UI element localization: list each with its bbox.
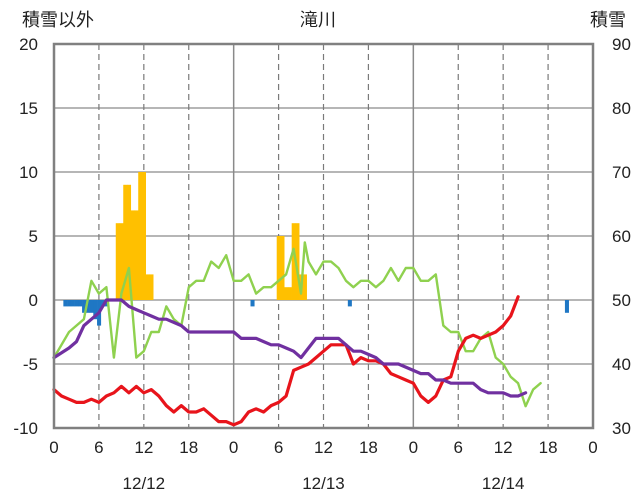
series-line: [52, 295, 520, 427]
bar: [130, 210, 135, 300]
x-hour-tick-label: 0: [229, 438, 238, 457]
bar: [85, 300, 90, 313]
bar: [74, 300, 79, 307]
bar: [82, 300, 87, 313]
x-hour-tick-label: 6: [454, 438, 463, 457]
y-right-tick-label: 90: [612, 35, 631, 54]
y-right-tick-label: 70: [612, 163, 631, 182]
x-hour-tick-label: 6: [274, 438, 283, 457]
bar: [145, 274, 150, 300]
bar: [89, 300, 94, 313]
bar: [291, 223, 296, 300]
bar: [126, 184, 132, 300]
bar: [93, 300, 98, 320]
bar: [119, 223, 124, 300]
bar: [115, 223, 120, 300]
bar: [295, 223, 300, 300]
x-hour-tick-label: 0: [49, 438, 58, 457]
series-line: [52, 298, 528, 398]
x-hour-tick-label: 18: [359, 438, 378, 457]
y-left-tick-label: 10: [19, 163, 38, 182]
x-hour-tick-label: 0: [588, 438, 597, 457]
bar: [70, 300, 75, 307]
y-right-tick-label: 60: [612, 227, 631, 246]
chart-title: 滝川: [300, 10, 336, 30]
grid: [54, 44, 593, 428]
bar: [149, 274, 154, 300]
bar: [138, 172, 143, 300]
y-left-tick-label: 20: [19, 35, 38, 54]
x-hour-tick-label: 12: [494, 438, 513, 457]
plot-frame: [52, 42, 595, 430]
lines: [52, 241, 542, 427]
bar: [63, 300, 68, 307]
y-right-tick-label: 40: [612, 355, 631, 374]
x-hour-tick-label: 12: [134, 438, 153, 457]
bar: [141, 172, 147, 300]
right-axis-title: 積雪: [590, 10, 626, 30]
bar: [564, 300, 569, 313]
x-date-label: 12/13: [302, 474, 345, 493]
bar: [250, 300, 255, 307]
bar: [280, 236, 285, 300]
bar: [284, 287, 289, 300]
x-hour-tick-label: 18: [179, 438, 198, 457]
y-left-tick-label: 15: [19, 99, 38, 118]
bar: [78, 300, 83, 307]
bar: [287, 287, 292, 300]
y-right-tick-label: 50: [612, 291, 631, 310]
bar: [67, 300, 72, 307]
bar: [347, 300, 352, 307]
bar: [302, 274, 307, 300]
bar: [123, 184, 128, 300]
y-left-tick-label: -10: [13, 419, 38, 438]
x-hour-tick-label: 0: [409, 438, 418, 457]
y-left-tick-label: 0: [29, 291, 38, 310]
bar: [134, 210, 139, 300]
y-left-tick-label: -5: [23, 355, 38, 374]
y-left-tick-label: 5: [29, 227, 38, 246]
bar: [104, 300, 109, 307]
x-hour-tick-label: 18: [539, 438, 558, 457]
x-hour-tick-label: 12: [314, 438, 333, 457]
y-right-tick-label: 30: [612, 419, 631, 438]
series-line: [52, 241, 542, 408]
y-right-tick-label: 80: [612, 99, 631, 118]
bar: [276, 236, 281, 300]
left-axis-title: 積雪以外: [22, 10, 94, 30]
x-date-label: 12/12: [123, 474, 166, 493]
x-date-label: 12/14: [482, 474, 525, 493]
x-hour-tick-label: 6: [94, 438, 103, 457]
